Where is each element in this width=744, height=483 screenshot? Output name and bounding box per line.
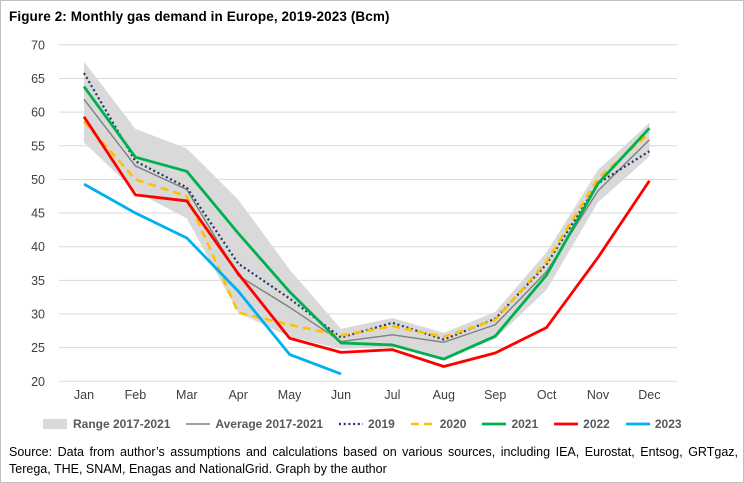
gas-demand-chart: 20 25 30 35 40 45 50 55 60 65 70 Jan Feb Mar Apr May Jun… [31, 38, 677, 402]
y-tick-35: 35 [31, 274, 45, 288]
legend-label: 2023 [654, 417, 682, 431]
y-tick-25: 25 [31, 341, 45, 355]
series-line-2021 [82, 85, 651, 361]
legend-swatch-dotted [339, 422, 364, 426]
chart-title: Figure 2: Monthly gas demand in Europe, … [9, 9, 390, 24]
legend-swatch-band [43, 419, 67, 429]
x-tick-jul: Jul [384, 388, 400, 402]
legend-label: 2021 [511, 417, 539, 431]
x-tick-aug: Aug [433, 388, 455, 402]
y-tick-40: 40 [31, 240, 45, 254]
y-tick-50: 50 [31, 173, 45, 187]
series-line-2020 [83, 120, 651, 339]
y-tick-30: 30 [31, 308, 45, 322]
y-tick-20: 20 [31, 375, 45, 389]
x-tick-apr: Apr [228, 388, 247, 402]
legend-label: 2019 [368, 417, 395, 431]
legend-item-average-2017-2021: Average 2017-2021 [185, 417, 323, 431]
legend-item-2019: 2019 [338, 417, 395, 431]
legend-swatch-solid [482, 422, 507, 426]
x-tick-sep: Sep [484, 388, 506, 402]
chart-legend: Range 2017-2021 Average 2017-2021 2019 2020… [43, 414, 733, 434]
legend-item-2023: 2023 [625, 417, 682, 431]
legend-swatch-solid [186, 423, 211, 425]
series-line-average-2017-2021 [83, 98, 650, 343]
legend-item-range-2017-2021: Range 2017-2021 [43, 417, 170, 431]
x-tick-dec: Dec [638, 388, 660, 402]
legend-swatch-dashed [410, 422, 435, 426]
legend-label: Range 2017-2021 [73, 417, 171, 431]
x-tick-oct: Oct [537, 388, 557, 402]
x-tick-jun: Jun [331, 388, 351, 402]
legend-item-2021: 2021 [481, 417, 538, 431]
series-line-2022 [82, 116, 651, 368]
y-tick-45: 45 [31, 207, 45, 221]
x-tick-mar: Mar [176, 388, 198, 402]
band-swatch-rect [43, 419, 67, 429]
source-note: Source: Data from author’s assumptions a… [9, 445, 738, 476]
x-tick-feb: Feb [125, 388, 147, 402]
legend-label: 2020 [439, 417, 467, 431]
x-tick-nov: Nov [587, 388, 610, 402]
y-tick-70: 70 [31, 38, 45, 52]
legend-item-2020: 2020 [410, 417, 467, 431]
y-tick-60: 60 [31, 106, 45, 120]
legend-label: Average 2017-2021 [215, 417, 324, 431]
legend-swatch-solid [554, 422, 579, 426]
y-tick-65: 65 [31, 72, 45, 86]
legend-item-2022: 2022 [553, 417, 610, 431]
series-line-2023 [83, 182, 342, 376]
legend-swatch-solid [625, 422, 650, 426]
y-tick-55: 55 [31, 139, 45, 153]
legend-label: 2022 [583, 417, 610, 431]
x-tick-may: May [278, 388, 302, 402]
x-tick-jan: Jan [74, 388, 94, 402]
